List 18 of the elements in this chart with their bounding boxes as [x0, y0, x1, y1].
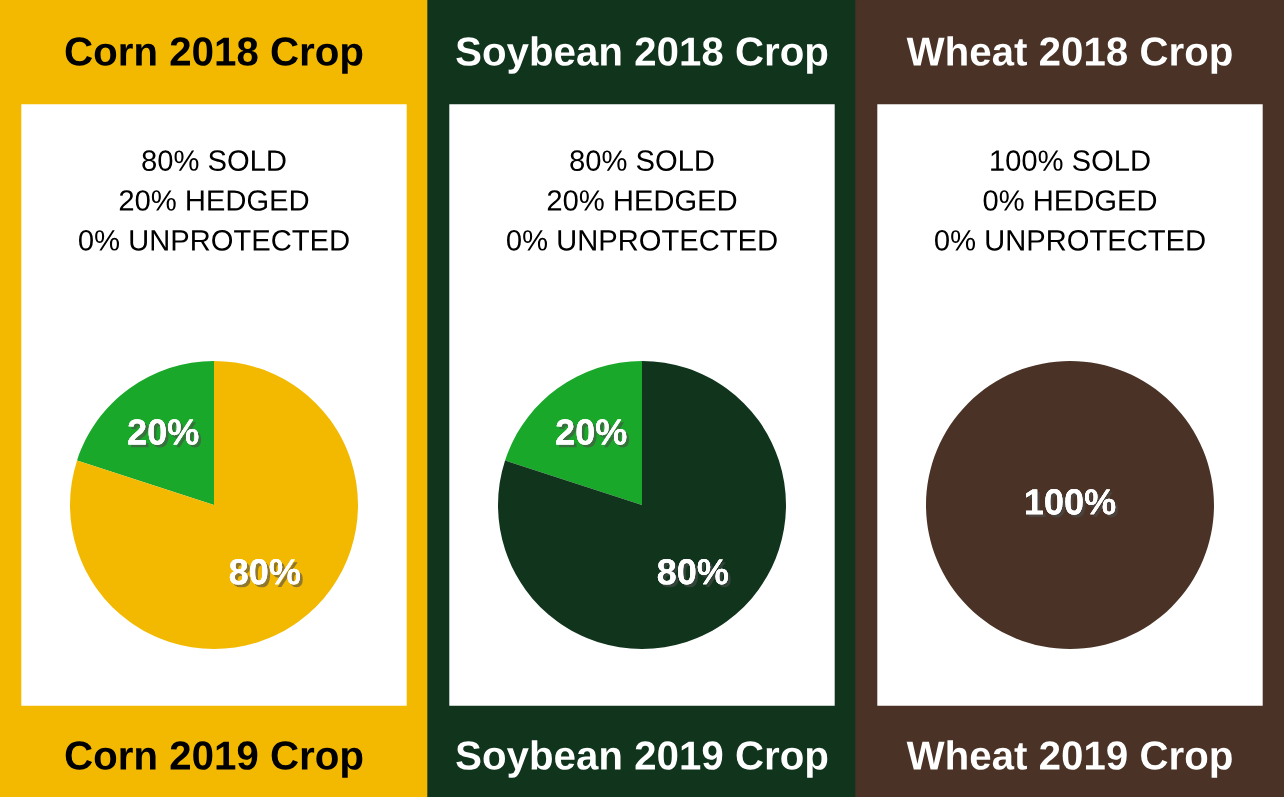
chart-title: Soybean 2018 Crop: [456, 36, 828, 74]
text: Soybean 2019 Crop: [456, 740, 828, 778]
pie-slice: [70, 361, 358, 649]
text: Corn 2019 Crop: [65, 741, 363, 778]
data-label: 20%: [556, 419, 630, 448]
pie-slice: [77, 361, 214, 505]
pie-slice: [498, 361, 786, 649]
data-label: 20%: [128, 419, 202, 448]
chart-subtitle: 100% SOLD 0% HEDGED 0% UNPROTECTED: [935, 150, 1205, 251]
chart-subtitle: 80% SOLD 20% HEDGED 0% UNPROTECTED: [507, 150, 777, 251]
chart-title: Corn 2018 Crop: [65, 37, 363, 74]
text: Wheat 2019 Crop: [906, 740, 1232, 778]
data-label: 100%: [1026, 489, 1119, 518]
data-label: 80%: [657, 559, 731, 588]
chart-subtitle: 80% SOLD 20% HEDGED 0% UNPROTECTED: [79, 150, 349, 251]
pie-slice: [505, 361, 642, 505]
data-label: 80%: [229, 559, 303, 588]
chart-title: Wheat 2018 Crop: [906, 36, 1232, 74]
